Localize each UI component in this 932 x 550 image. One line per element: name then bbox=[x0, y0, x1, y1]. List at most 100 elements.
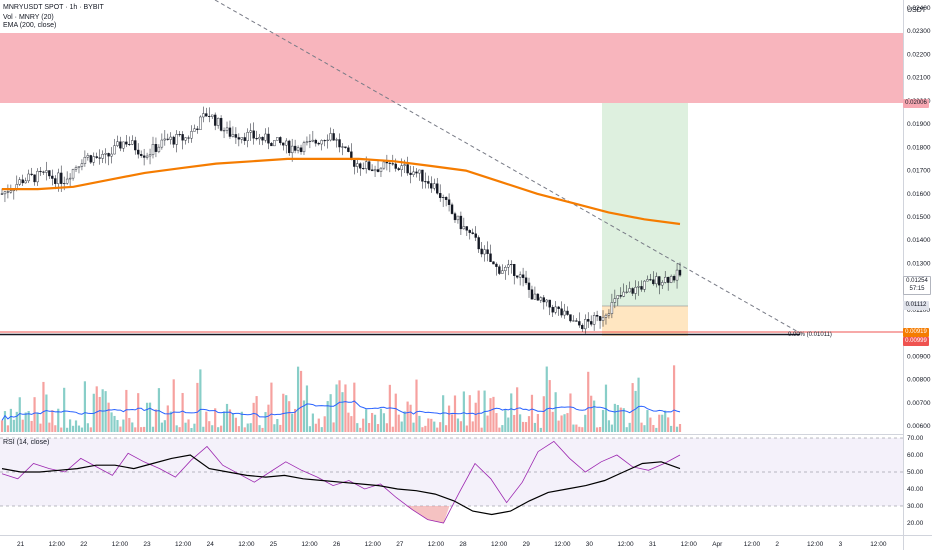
currency-label[interactable]: USDT bbox=[907, 7, 927, 14]
candle-body bbox=[134, 140, 137, 151]
volume-bar bbox=[415, 379, 418, 432]
candle-body bbox=[438, 193, 442, 198]
candle-body bbox=[24, 180, 27, 184]
volume-bar bbox=[394, 393, 397, 432]
candle-body bbox=[228, 127, 232, 137]
volume-bar bbox=[575, 424, 578, 432]
volume-bar bbox=[311, 413, 314, 432]
candle-body bbox=[409, 172, 412, 175]
time-tick-label: 24 bbox=[207, 541, 215, 548]
price-tick-label: 0.02400 bbox=[907, 5, 931, 12]
volume-bar bbox=[598, 427, 602, 432]
candle-body bbox=[86, 155, 90, 158]
price-tick-label: 0.01900 bbox=[907, 121, 931, 128]
candle-body bbox=[646, 279, 649, 282]
symbol-legend[interactable]: MNRYUSDT SPOT · 1h · BYBIT bbox=[3, 4, 104, 11]
candle-body bbox=[172, 136, 175, 145]
volume-bar bbox=[240, 411, 243, 432]
candle-body bbox=[267, 133, 270, 144]
candle-body bbox=[601, 317, 605, 321]
volume-bar bbox=[412, 422, 415, 432]
volume-bar bbox=[181, 392, 184, 432]
target-zone[interactable] bbox=[602, 103, 688, 306]
time-tick-label: 12:00 bbox=[491, 541, 508, 548]
volume-ma-line bbox=[1, 400, 681, 421]
volume-legend[interactable]: Vol · MNRY (20) bbox=[3, 14, 54, 21]
candle-body bbox=[447, 199, 451, 205]
price-tick-label: 0.00700 bbox=[907, 400, 931, 407]
candle-body bbox=[249, 130, 252, 133]
volume-bar bbox=[368, 423, 371, 432]
volume-bar bbox=[379, 408, 383, 432]
volume-bar bbox=[163, 420, 166, 432]
rsi-axis[interactable]: 70.00 60.00 50.00 40.00 30.00 20.00 bbox=[907, 435, 924, 527]
price-axis[interactable]: 0.024000.023000.022000.021000.020000.019… bbox=[907, 5, 931, 430]
candle-body bbox=[436, 183, 439, 194]
candle-body bbox=[196, 128, 199, 130]
candle-body bbox=[542, 297, 546, 303]
volume-bar bbox=[21, 419, 24, 432]
volume-bar bbox=[237, 426, 240, 432]
time-axis[interactable]: 21 12:00 22 12:00 23 12:00 24 12:00 25 12:00 26 12:… bbox=[17, 541, 887, 548]
volume-bar bbox=[154, 409, 158, 432]
candle-body bbox=[483, 249, 486, 255]
candle-body bbox=[33, 174, 36, 183]
price-tick-label: 0.00900 bbox=[907, 353, 931, 360]
candle-body bbox=[530, 289, 534, 300]
volume-bar bbox=[110, 412, 113, 432]
candle-body bbox=[486, 249, 489, 254]
ema-legend[interactable]: EMA (200, close) bbox=[3, 22, 57, 29]
rsi-tick-label: 20.00 bbox=[907, 520, 924, 527]
volume-bar bbox=[359, 427, 362, 432]
candle-body bbox=[415, 171, 418, 174]
candle-body bbox=[276, 137, 279, 141]
volume-bar bbox=[418, 415, 421, 432]
volume-bar bbox=[246, 423, 249, 432]
volume-bar bbox=[137, 393, 140, 432]
volume-bar bbox=[187, 419, 190, 432]
volume-bar bbox=[320, 427, 323, 432]
volume-bar bbox=[36, 412, 39, 432]
volume-bar bbox=[341, 392, 344, 432]
candle-body bbox=[652, 279, 655, 285]
candle-body bbox=[536, 293, 540, 301]
resistance-tag: 0.02006 bbox=[903, 99, 929, 108]
candle-body bbox=[252, 130, 255, 139]
candle-body bbox=[403, 164, 406, 166]
volume-bar bbox=[332, 422, 335, 432]
volume-bar bbox=[296, 366, 300, 432]
candle-body bbox=[246, 132, 249, 141]
time-tick-label: 12:00 bbox=[554, 541, 571, 548]
candle-body bbox=[379, 167, 383, 172]
candle-body bbox=[211, 114, 214, 117]
rsi-legend[interactable]: RSI (14, close) bbox=[3, 439, 50, 446]
time-tick-label: 12:00 bbox=[365, 541, 382, 548]
volume-bar bbox=[190, 427, 193, 432]
candle-body bbox=[397, 168, 400, 170]
time-tick-label: 12:00 bbox=[301, 541, 318, 548]
rsi-tick-label: 60.00 bbox=[907, 452, 924, 459]
volume-bar bbox=[450, 414, 454, 432]
volume-bar bbox=[370, 412, 374, 432]
volume-bar bbox=[356, 423, 359, 432]
candle-body bbox=[376, 169, 380, 172]
candle-body bbox=[95, 156, 98, 158]
candle-body bbox=[513, 264, 516, 276]
volume-bar bbox=[495, 413, 498, 432]
trend-line[interactable] bbox=[214, 0, 801, 334]
candle-body bbox=[631, 288, 634, 294]
candle-body bbox=[474, 233, 477, 238]
resistance-zone[interactable] bbox=[0, 33, 903, 103]
candle-body bbox=[18, 179, 21, 185]
volume-bar bbox=[258, 425, 261, 432]
volume-bar bbox=[661, 414, 664, 432]
volume-bar bbox=[362, 418, 365, 432]
candle-body bbox=[320, 140, 323, 145]
stop-zone[interactable] bbox=[602, 306, 688, 336]
candle-body bbox=[101, 154, 104, 159]
volume-bar bbox=[63, 387, 66, 432]
candle-body bbox=[199, 116, 202, 130]
candle-body bbox=[279, 137, 282, 144]
volume-bar bbox=[492, 396, 495, 432]
